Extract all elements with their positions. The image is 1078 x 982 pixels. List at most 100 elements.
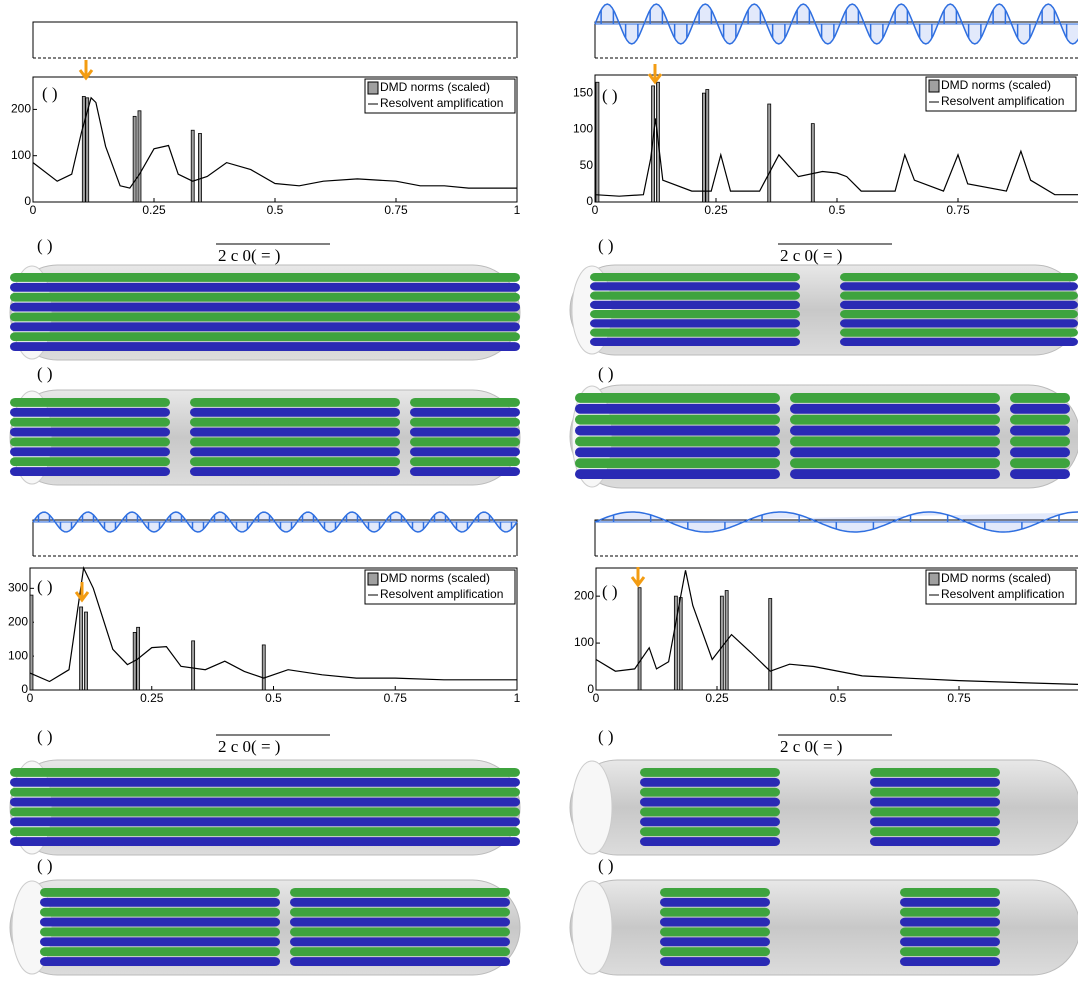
streak — [900, 957, 1000, 966]
streak — [190, 447, 400, 457]
caption: 2 c 0( = ) — [218, 737, 280, 756]
dmd-bar — [84, 611, 88, 691]
y-tick-label: 200 — [11, 102, 31, 116]
panel-label: ( ) — [602, 582, 618, 601]
streak — [870, 807, 1000, 817]
streak — [790, 436, 1000, 447]
panel-label: ( ) — [598, 856, 614, 875]
panel-label: ( ) — [42, 84, 58, 103]
x-tick-label: 0 — [27, 691, 34, 705]
panel-label: ( ) — [598, 364, 614, 383]
streak — [410, 457, 520, 467]
streak — [1010, 447, 1070, 458]
legend-label: DMD norms (scaled) — [941, 571, 1051, 585]
streak — [840, 282, 1078, 291]
streak — [1010, 469, 1070, 479]
streak — [840, 273, 1078, 282]
streak — [870, 787, 1000, 797]
x-tick-label: 0.75 — [384, 203, 408, 217]
streak — [870, 827, 1000, 837]
streak — [1010, 436, 1070, 447]
dmd-bar — [29, 594, 34, 691]
panel-label: ( ) — [598, 727, 614, 746]
highlight-arrow — [74, 582, 90, 603]
dmd-bar — [132, 115, 137, 203]
dmd-bar — [191, 640, 196, 691]
streak — [660, 957, 770, 966]
streak — [1010, 425, 1070, 436]
streak — [1010, 458, 1070, 469]
panel-label: ( ) — [37, 577, 53, 596]
streak — [900, 937, 1000, 947]
y-tick-label: 0 — [587, 682, 594, 696]
streak — [40, 917, 280, 927]
dmd-bar — [81, 96, 86, 203]
dmd-bar — [190, 129, 195, 203]
streak — [575, 458, 780, 469]
streak — [575, 403, 780, 414]
caption: 2 c 0( = ) — [218, 246, 280, 265]
streak — [840, 300, 1078, 309]
streak — [10, 447, 170, 457]
streak — [790, 447, 1000, 458]
streak — [10, 787, 520, 797]
streak — [870, 817, 1000, 827]
legend-swatch — [367, 572, 379, 586]
streak — [10, 827, 520, 837]
streak — [10, 312, 520, 322]
streak — [640, 837, 780, 846]
streak — [1010, 393, 1070, 403]
streak — [410, 417, 520, 427]
y-tick-label: 0 — [24, 194, 31, 208]
streak — [640, 777, 780, 787]
dmd-bar — [595, 81, 600, 203]
legend-label: Resolvent amplification — [941, 587, 1064, 601]
dmd-bar — [673, 595, 678, 691]
streak — [590, 273, 800, 282]
x-tick-label: 0.25 — [704, 203, 728, 217]
resolvent-line — [32, 96, 517, 189]
streak — [870, 797, 1000, 807]
streak — [190, 417, 400, 427]
streak — [40, 957, 280, 966]
streak — [590, 328, 800, 337]
strip-box — [32, 519, 518, 556]
streak — [190, 398, 400, 407]
streak — [575, 414, 780, 425]
streak — [840, 310, 1078, 319]
streak — [10, 797, 520, 807]
dmd-bar — [705, 89, 710, 203]
y-tick-label: 100 — [573, 122, 593, 136]
x-tick-label: 1 — [514, 203, 521, 217]
x-tick-label: 0.75 — [946, 203, 970, 217]
y-tick-label: 300 — [8, 581, 28, 595]
streak — [660, 937, 770, 947]
streak — [10, 398, 170, 407]
streak — [640, 768, 780, 777]
dmd-bar — [767, 103, 772, 203]
x-tick-label: 0.5 — [265, 691, 282, 705]
streak — [1010, 403, 1070, 414]
streak — [10, 417, 170, 427]
panel-label: ( ) — [37, 364, 53, 383]
streak — [840, 337, 1078, 346]
dmd-bar — [85, 97, 90, 203]
y-tick-label: 200 — [8, 614, 28, 628]
x-tick-label: 0 — [593, 691, 600, 705]
x-tick-label: 0.25 — [140, 691, 164, 705]
legend-box — [925, 76, 1077, 112]
streak — [575, 393, 780, 403]
streak — [790, 458, 1000, 469]
y-tick-label: 100 — [11, 148, 31, 162]
streak — [590, 310, 800, 319]
streak — [590, 337, 800, 346]
streak — [10, 282, 520, 292]
streak — [290, 917, 510, 927]
streak — [10, 467, 170, 476]
panel-label: ( ) — [598, 236, 614, 255]
streak — [790, 469, 1000, 479]
streak — [40, 888, 280, 897]
streak — [410, 467, 520, 476]
streak — [790, 414, 1000, 425]
dmd-bar — [79, 606, 84, 691]
